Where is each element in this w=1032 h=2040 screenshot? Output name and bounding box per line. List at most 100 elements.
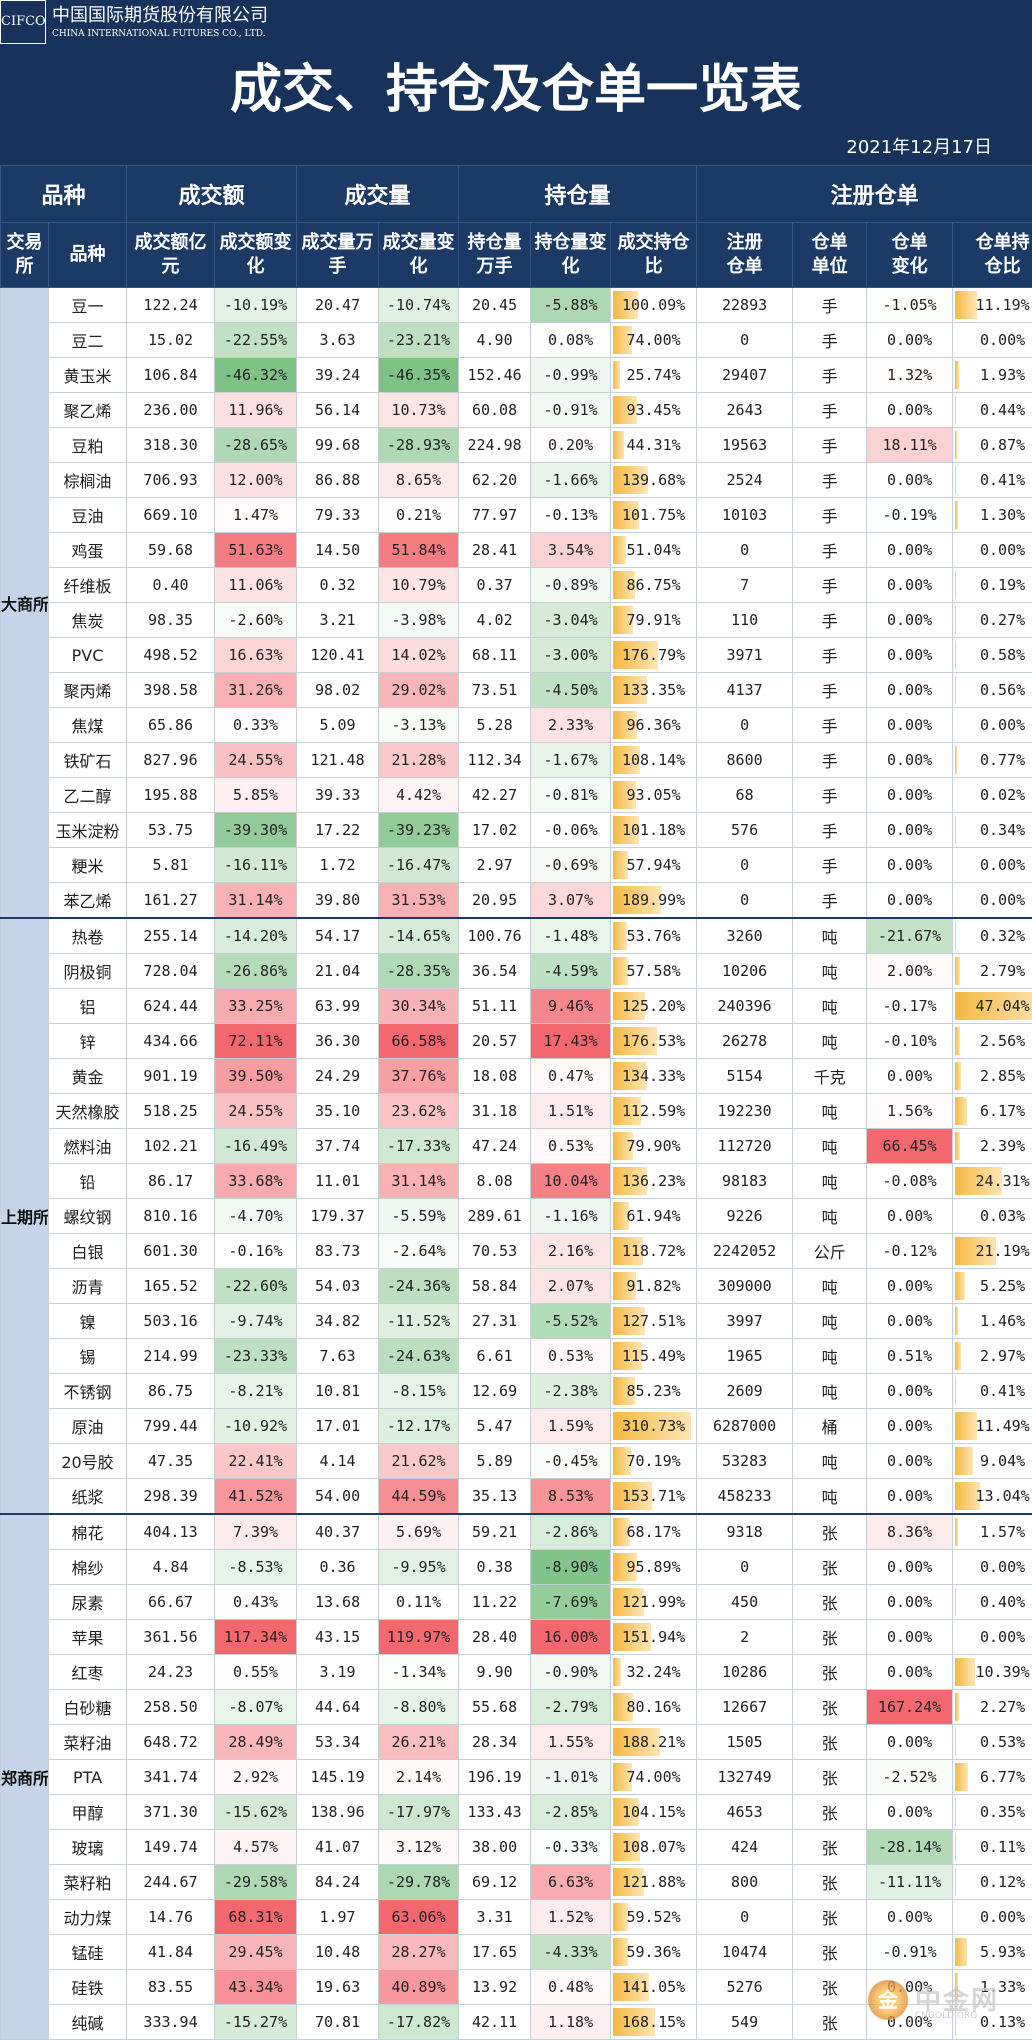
ratio-value: 151.94% xyxy=(622,1628,685,1646)
oi-chg-cell: 2.16% xyxy=(531,1234,611,1269)
report-date: 2021年12月17日 xyxy=(846,137,992,159)
warrant-oi-ratio-cell: 2.85% xyxy=(953,1059,1032,1094)
name-cell: 焦煤 xyxy=(49,708,127,743)
oi-chg-cell: -0.90% xyxy=(531,1655,611,1690)
ratio-value: 189.99% xyxy=(622,891,685,909)
turnover-cell: 86.75 xyxy=(127,1374,215,1409)
turnover-cell: 161.27 xyxy=(127,883,215,919)
header-group-open-interest: 持仓量 xyxy=(459,166,697,223)
name-cell: 豆粕 xyxy=(49,428,127,463)
warrant-cell: 10206 xyxy=(697,954,793,989)
warrant-oi-ratio-cell: 21.19% xyxy=(953,1234,1032,1269)
header-volume-change: 成交量变化 xyxy=(379,223,459,288)
vol-oi-ratio-cell: 139.68% xyxy=(611,463,697,498)
ratio-value: 11.49% xyxy=(975,1417,1029,1435)
turnover-chg-cell: -8.53% xyxy=(215,1550,297,1585)
vol-oi-ratio-cell: 91.82% xyxy=(611,1269,697,1304)
oi-chg-cell: -2.79% xyxy=(531,1690,611,1725)
oi-cell: 4.02 xyxy=(459,603,531,638)
warrant-oi-ratio-cell: 6.17% xyxy=(953,1094,1032,1129)
turnover-chg-cell: -26.86% xyxy=(215,954,297,989)
ratio-value: 96.36% xyxy=(626,716,680,734)
header-open-interest: 持仓量万手 xyxy=(459,223,531,288)
name-cell: 纯碱 xyxy=(49,2005,127,2040)
company-name-en: CHINA INTERNATIONAL FUTURES CO., LTD. xyxy=(52,28,265,40)
oi-chg-cell: 0.53% xyxy=(531,1129,611,1164)
vol-oi-ratio-cell: 121.88% xyxy=(611,1865,697,1900)
turnover-cell: 47.35 xyxy=(127,1444,215,1479)
volume-cell: 36.30 xyxy=(297,1024,379,1059)
name-cell: 甲醇 xyxy=(49,1795,127,1830)
unit-cell: 吨 xyxy=(793,1374,867,1409)
ratio-bar xyxy=(955,957,960,985)
vol-oi-ratio-cell: 85.23% xyxy=(611,1374,697,1409)
name-cell: 锰硅 xyxy=(49,1935,127,1970)
oi-chg-cell: -1.66% xyxy=(531,463,611,498)
volume-cell: 40.37 xyxy=(297,1514,379,1550)
unit-cell: 公斤 xyxy=(793,1234,867,1269)
ratio-bar xyxy=(955,606,956,634)
ratio-bar xyxy=(955,361,959,389)
unit-cell: 张 xyxy=(793,1970,867,2005)
turnover-cell: 24.23 xyxy=(127,1655,215,1690)
unit-cell: 手 xyxy=(793,288,867,323)
turnover-cell: 244.67 xyxy=(127,1865,215,1900)
volume-cell: 54.17 xyxy=(297,918,379,954)
ratio-bar xyxy=(955,1798,956,1826)
name-cell: 棉纱 xyxy=(49,1550,127,1585)
oi-chg-cell: -5.52% xyxy=(531,1304,611,1339)
unit-cell: 手 xyxy=(793,638,867,673)
oi-cell: 6.61 xyxy=(459,1339,531,1374)
volume-chg-cell: -3.98% xyxy=(379,603,459,638)
volume-cell: 84.24 xyxy=(297,1865,379,1900)
oi-cell: 31.18 xyxy=(459,1094,531,1129)
ratio-value: 10.39% xyxy=(975,1663,1029,1681)
turnover-cell: 518.25 xyxy=(127,1094,215,1129)
warrant-cell: 19563 xyxy=(697,428,793,463)
name-cell: 粳米 xyxy=(49,848,127,883)
vol-oi-ratio-cell: 93.05% xyxy=(611,778,697,813)
vol-oi-ratio-cell: 108.07% xyxy=(611,1830,697,1865)
warrant-cell: 2242052 xyxy=(697,1234,793,1269)
warrant-cell: 0 xyxy=(697,533,793,568)
company-name-cn: 中国国际期货股份有限公司 xyxy=(52,5,268,27)
warrant-chg-cell: 0.00% xyxy=(867,1620,953,1655)
oi-chg-cell: -0.89% xyxy=(531,568,611,603)
volume-cell: 21.04 xyxy=(297,954,379,989)
warrant-oi-ratio-cell: 2.39% xyxy=(953,1129,1032,1164)
warrant-oi-ratio-cell: 13.04% xyxy=(953,1479,1032,1515)
vol-oi-ratio-cell: 59.52% xyxy=(611,1900,697,1935)
warrant-chg-cell: 0.00% xyxy=(867,463,953,498)
ratio-value: 24.31% xyxy=(975,1172,1029,1190)
ratio-value: 93.05% xyxy=(626,786,680,804)
header-turnover: 成交额亿元 xyxy=(127,223,215,288)
unit-cell: 吨 xyxy=(793,1129,867,1164)
exchange-cell: 郑商所 xyxy=(1,1514,49,2040)
oi-cell: 77.97 xyxy=(459,498,531,533)
warrant-cell: 3971 xyxy=(697,638,793,673)
ratio-bar xyxy=(955,922,956,950)
warrant-cell: 6287000 xyxy=(697,1409,793,1444)
oi-chg-cell: 1.55% xyxy=(531,1725,611,1760)
name-cell: 螺纹钢 xyxy=(49,1199,127,1234)
vol-oi-ratio-cell: 57.94% xyxy=(611,848,697,883)
vol-oi-ratio-cell: 53.76% xyxy=(611,918,697,954)
vol-oi-ratio-cell: 176.79% xyxy=(611,638,697,673)
warrant-oi-ratio-cell: 2.97% xyxy=(953,1339,1032,1374)
oi-chg-cell: 9.46% xyxy=(531,989,611,1024)
name-cell: 苯乙烯 xyxy=(49,883,127,919)
turnover-chg-cell: -16.11% xyxy=(215,848,297,883)
warrant-chg-cell: 0.00% xyxy=(867,568,953,603)
warrant-cell: 10474 xyxy=(697,1935,793,1970)
unit-cell: 吨 xyxy=(793,1199,867,1234)
turnover-chg-cell: 16.63% xyxy=(215,638,297,673)
turnover-cell: 98.35 xyxy=(127,603,215,638)
turnover-cell: 59.68 xyxy=(127,533,215,568)
